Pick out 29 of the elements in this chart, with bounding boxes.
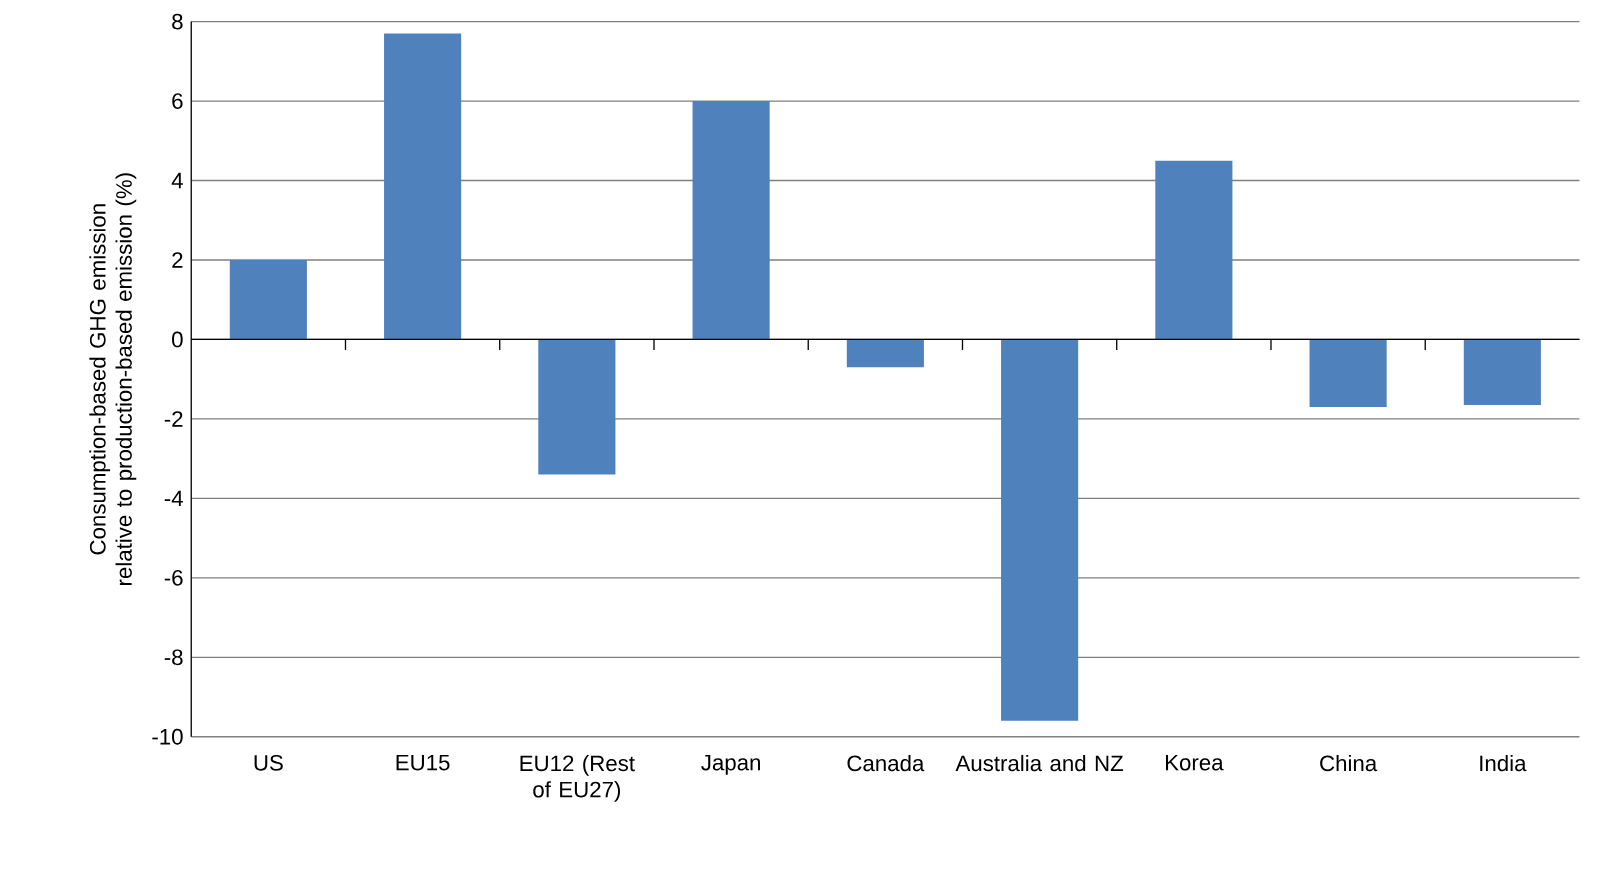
y-tick-label: -2 xyxy=(164,411,183,427)
bar xyxy=(1309,339,1387,407)
y-tick-label: -6 xyxy=(164,569,183,586)
x-tick-label: Korea xyxy=(1165,754,1224,771)
bar xyxy=(229,260,307,340)
y-tick-label: 4 xyxy=(171,172,183,189)
bar xyxy=(692,101,770,340)
bar xyxy=(1155,160,1233,340)
x-tick-label: India xyxy=(1480,754,1527,772)
bar xyxy=(538,339,616,475)
y-tick-label: 6 xyxy=(172,93,183,109)
bar xyxy=(846,339,924,368)
y-tick-label: 0 xyxy=(172,331,183,348)
bar xyxy=(1001,339,1079,721)
y-tick-label: -10 xyxy=(152,728,183,745)
x-tick-label: EU15 xyxy=(396,754,450,771)
y-axis-title: Consumption-based GHG emission relative to production-based emission (%) xyxy=(89,173,137,586)
x-tick-label: Canada xyxy=(847,754,925,772)
x-tick-label: US xyxy=(254,754,283,771)
bar xyxy=(1463,339,1541,406)
x-tick-label: China xyxy=(1320,754,1378,772)
y-tick-label: 8 xyxy=(172,13,183,30)
y-tick-label: -4 xyxy=(164,490,183,507)
x-tick-label: Australia and NZ xyxy=(955,754,1124,772)
x-tick-label: Japan xyxy=(701,754,760,775)
x-tick-label: EU12 (Rest of EU27) xyxy=(520,754,635,802)
bar xyxy=(384,33,462,340)
y-tick-label: -8 xyxy=(164,649,183,666)
y-tick-label: 2 xyxy=(172,252,183,268)
